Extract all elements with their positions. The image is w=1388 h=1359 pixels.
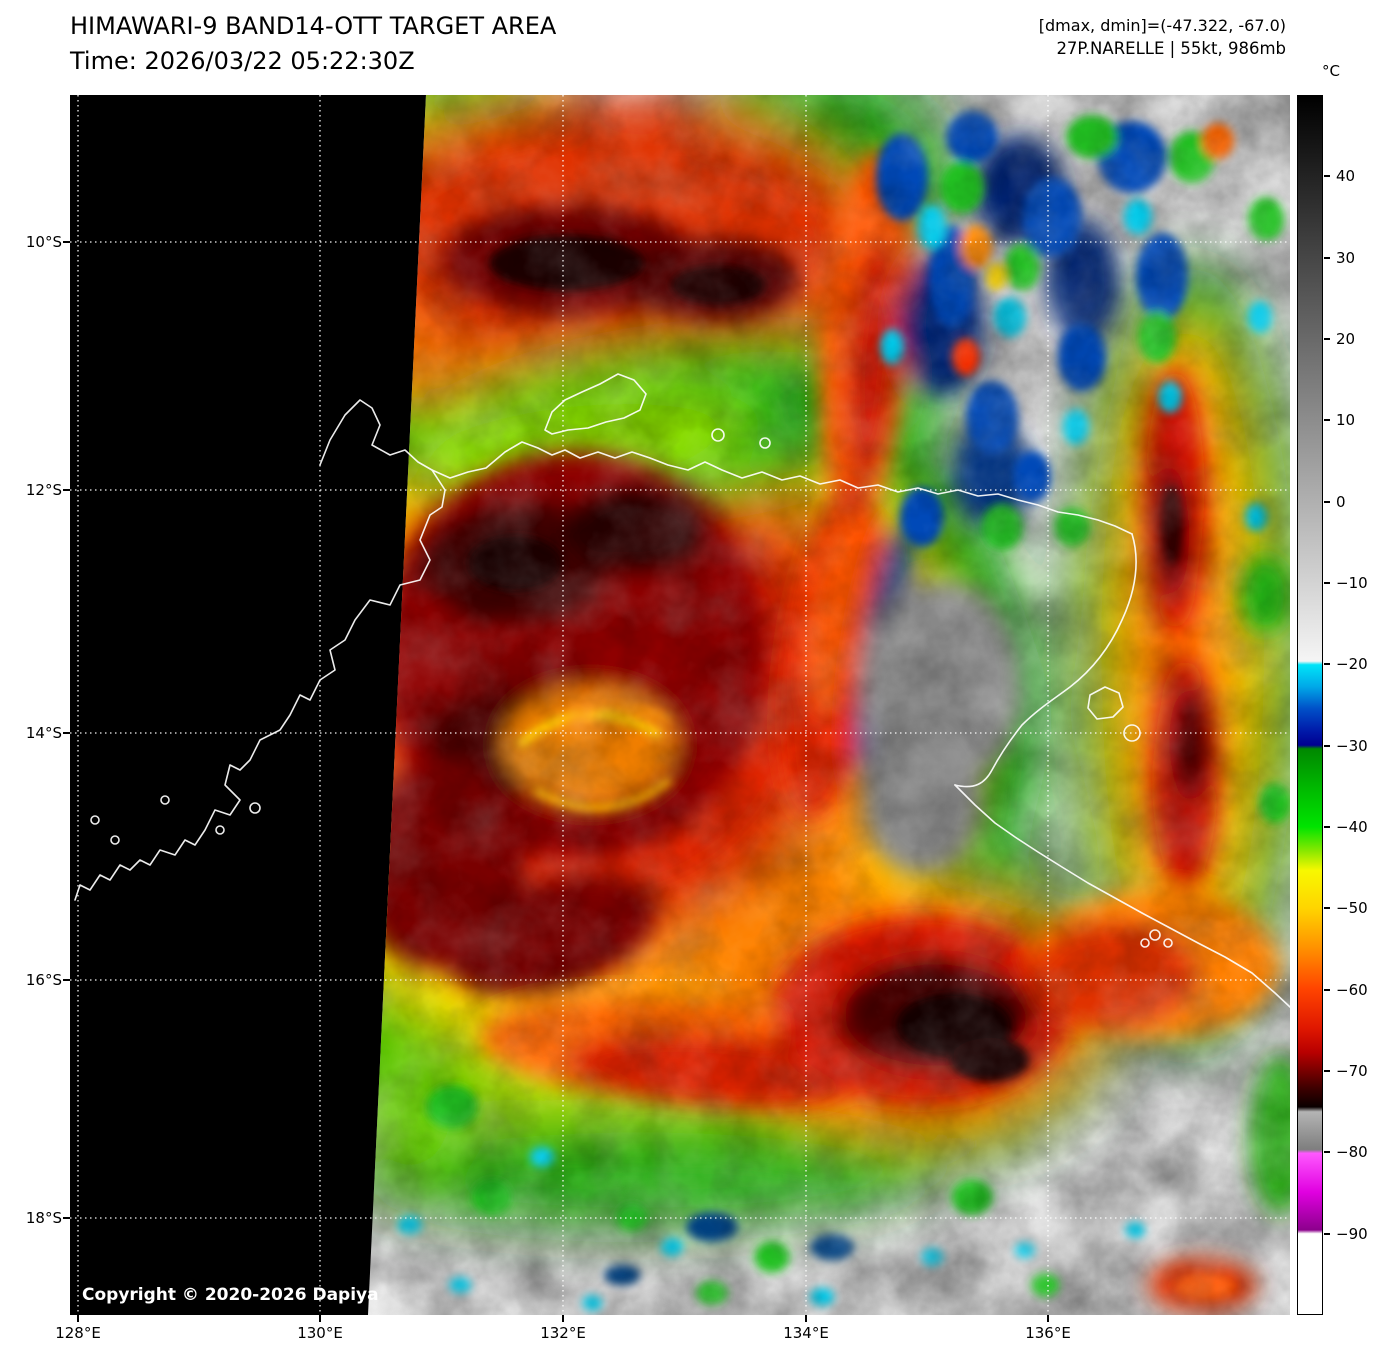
copyright: Copyright © 2020-2026 Dapiya	[82, 1285, 379, 1305]
lon-tick-mark	[77, 1315, 79, 1322]
lat-tick-label: 10°S	[25, 233, 62, 251]
lat-tick-label: 14°S	[25, 724, 62, 742]
lon-tick-label: 128°E	[55, 1324, 101, 1342]
lon-tick-label: 132°E	[540, 1324, 586, 1342]
lat-tick-label: 16°S	[25, 971, 62, 989]
satellite-imagery	[368, 95, 1290, 1315]
dmax-dmin-readout: [dmax, dmin]=(-47.322, -67.0)	[1038, 16, 1286, 35]
colorbar-tick-mark	[1324, 907, 1330, 909]
colorbar-gradient	[1297, 95, 1323, 1315]
colorbar-tick-label: −10	[1336, 574, 1368, 592]
coastlines	[74, 373, 1291, 1008]
colorbar-tick-mark	[1324, 745, 1330, 747]
colorbar-tick-label: −80	[1336, 1143, 1368, 1161]
lat-tick-label: 12°S	[25, 481, 62, 499]
gridlines	[70, 95, 1290, 1315]
colorbar-tick-label: −20	[1336, 655, 1368, 673]
colorbar-tick-mark	[1324, 1233, 1330, 1235]
colorbar-tick-mark	[1324, 419, 1330, 421]
colorbar-tick-label: −60	[1336, 981, 1368, 999]
colorbar-tick-mark	[1324, 501, 1330, 503]
satellite-scene	[70, 95, 1291, 1315]
colorbar-unit-label: °C	[1322, 62, 1340, 80]
colorbar-tick-label: −90	[1336, 1225, 1368, 1243]
lat-tick-label: 18°S	[25, 1209, 62, 1227]
lon-tick-mark	[562, 1315, 564, 1322]
lon-tick-label: 134°E	[783, 1324, 829, 1342]
page-title: HIMAWARI-9 BAND14-OTT TARGET AREA	[70, 12, 557, 40]
lat-tick-mark	[63, 979, 70, 981]
colorbar-tick-label: −30	[1336, 737, 1368, 755]
storm-info: 27P.NARELLE | 55kt, 986mb	[1056, 39, 1286, 58]
colorbar-tick-mark	[1324, 1070, 1330, 1072]
lat-tick-mark	[63, 489, 70, 491]
colorbar-tick-mark	[1324, 989, 1330, 991]
colorbar-tick-mark	[1324, 826, 1330, 828]
colorbar-tick-label: −70	[1336, 1062, 1368, 1080]
lon-tick-mark	[1047, 1315, 1049, 1322]
colorbar-tick-mark	[1324, 663, 1330, 665]
colorbar-tick-label: 40	[1336, 167, 1356, 185]
satellite-map: Copyright © 2020-2026 Dapiya	[70, 95, 1291, 1315]
colorbar-tick-label: 0	[1336, 493, 1346, 511]
lon-tick-label: 136°E	[1025, 1324, 1071, 1342]
colorbar-tick-label: 20	[1336, 330, 1356, 348]
lon-tick-mark	[805, 1315, 807, 1322]
timestamp: Time: 2026/03/22 05:22:30Z	[70, 47, 415, 75]
lat-tick-mark	[63, 1217, 70, 1219]
lat-tick-mark	[63, 241, 70, 243]
colorbar-tick-label: 10	[1336, 411, 1356, 429]
colorbar-tick-mark	[1324, 1151, 1330, 1153]
lon-tick-mark	[319, 1315, 321, 1322]
colorbar-tick-mark	[1324, 338, 1330, 340]
colorbar-tick-label: 30	[1336, 249, 1356, 267]
colorbar-tick-label: −50	[1336, 899, 1368, 917]
colorbar-tick-mark	[1324, 582, 1330, 584]
colorbar-tick-mark	[1324, 257, 1330, 259]
colorbar-tick-mark	[1324, 175, 1330, 177]
lat-tick-mark	[63, 732, 70, 734]
colorbar-tick-label: −40	[1336, 818, 1368, 836]
lon-tick-label: 130°E	[297, 1324, 343, 1342]
